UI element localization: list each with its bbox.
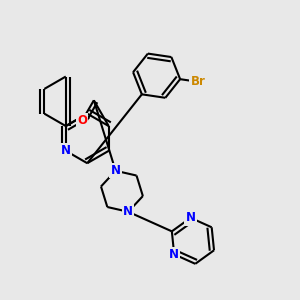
Text: N: N bbox=[123, 205, 133, 218]
Text: Br: Br bbox=[191, 75, 206, 88]
Text: N: N bbox=[186, 211, 196, 224]
Text: O: O bbox=[77, 114, 87, 127]
Text: N: N bbox=[169, 248, 179, 261]
Text: N: N bbox=[61, 144, 71, 157]
Text: N: N bbox=[111, 164, 121, 177]
